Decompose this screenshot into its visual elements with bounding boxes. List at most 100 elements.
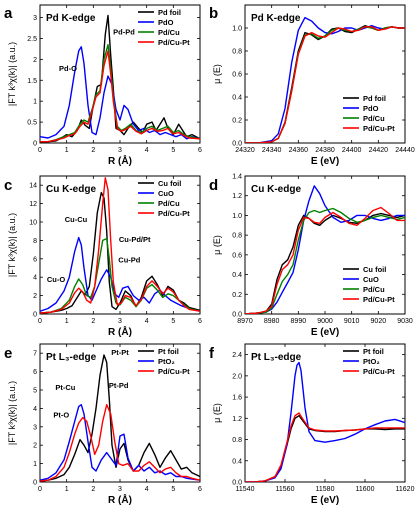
y-tick-label: 1	[33, 461, 37, 468]
x-tick-label: 8980	[264, 318, 280, 325]
legend-label: Pd/Cu-Pt	[363, 367, 395, 376]
y-tick-label: 4	[33, 406, 37, 413]
x-tick-label: 3	[118, 318, 122, 325]
x-tick-label: 8990	[291, 318, 307, 325]
series-line-pdo	[40, 46, 200, 140]
series-line-cuo	[245, 185, 405, 314]
y-tick-label: 1.5	[27, 78, 37, 85]
x-tick-label: 4	[145, 318, 149, 325]
x-tick-label: 24440	[395, 147, 415, 154]
series-group	[40, 177, 200, 314]
legend-label: Cu foil	[363, 265, 386, 274]
annotation-label: Cu-Pd	[118, 255, 140, 264]
y-tick-label: 8	[33, 238, 37, 245]
series-group	[245, 185, 405, 314]
y-tick-label: 2	[33, 57, 37, 64]
y-axis-label: |FT k³χ(k)| (a.u.)	[7, 213, 17, 277]
y-tick-label: 0.0	[232, 141, 242, 148]
panel-d: 8970 8980 8990 9000 9010 9020 9030 0.0 0.2 0.4 0.6…	[209, 174, 413, 339]
y-tick-label: 6	[33, 256, 37, 263]
series-group	[40, 354, 200, 482]
y-tick-label: 2.4	[232, 352, 242, 359]
series-line-pd-cu	[245, 207, 405, 314]
x-tick-label: 24420	[369, 147, 389, 154]
y-tick-label: 1.0	[232, 26, 242, 33]
panel-title: Pd K-edge	[251, 13, 301, 24]
legend-label: Pd/Cu-Pt	[158, 38, 190, 47]
legend-label: Pd/Cu	[363, 285, 385, 294]
panel-letter: a	[4, 5, 13, 22]
x-tick-label: 9020	[371, 318, 387, 325]
x-tick-label: 6	[198, 147, 202, 154]
y-tick-label: 3	[33, 15, 37, 22]
x-tick-label: 11560	[276, 486, 295, 493]
series-line-cuo	[40, 236, 200, 312]
annotation-label: Pt-O	[53, 411, 69, 420]
series-line-pd-cu-pt	[40, 404, 200, 482]
x-tick-label: 11620	[396, 486, 415, 493]
y-tick-label: 0.0	[232, 480, 242, 487]
x-tick-label: 5	[171, 147, 175, 154]
series-line-pd-cu-pt	[245, 412, 405, 482]
legend-label: Pd/Cu-Pt	[363, 124, 395, 133]
x-tick-label: 4	[145, 147, 149, 154]
y-axis-label: μ (E)	[212, 64, 222, 84]
y-tick-label: 0	[33, 480, 37, 487]
legend-label: PdO	[158, 18, 174, 27]
x-tick-label: 5	[171, 318, 175, 325]
legend-label: Pd/Cu	[158, 28, 180, 37]
y-tick-label: 1.4	[232, 174, 242, 181]
annotation-label: Pt-Pt	[111, 348, 129, 357]
legend-label: Pd/Cu-Pt	[158, 209, 190, 218]
series-group	[245, 361, 405, 482]
series-line-pd-cu	[40, 237, 200, 314]
y-tick-label: 7	[33, 351, 37, 358]
y-tick-label: 0.5	[27, 120, 37, 127]
y-tick-label: 1.0	[232, 213, 242, 220]
annotation-label: Cu-Pd/Pt	[119, 235, 151, 244]
x-tick-label: 2	[91, 147, 95, 154]
y-tick-label: 10	[29, 220, 37, 227]
x-tick-label: 24380	[315, 147, 335, 154]
x-tick-label: 6	[198, 318, 202, 325]
x-tick-label: 11600	[356, 486, 375, 493]
y-tick-label: 0.0	[232, 312, 242, 319]
y-tick-label: 0.4	[232, 458, 242, 465]
y-tick-label: 0.2	[232, 118, 242, 125]
y-tick-label: 1.2	[232, 193, 242, 200]
legend-label: Pd foil	[158, 8, 181, 17]
panel-a: 0 1 2 3 4 5 600.511.522.53R (Å)|FT k³χ(k)| (a.…	[4, 4, 202, 167]
y-tick-label: 4	[33, 275, 37, 282]
y-tick-label: 3	[33, 424, 37, 431]
x-tick-label: 24360	[289, 147, 309, 154]
legend-label: PtO₂	[158, 357, 175, 366]
x-tick-label: 24340	[262, 147, 282, 154]
x-tick-label: 6	[198, 486, 202, 493]
x-tick-label: 9030	[397, 318, 413, 325]
series-line-pd-cu-pt	[245, 206, 405, 314]
series-line-pdo	[245, 16, 405, 143]
y-tick-label: 0	[33, 312, 37, 319]
y-axis-label: μ (E)	[212, 235, 222, 255]
panel-letter: f	[209, 345, 215, 362]
panel-title: Pd K-edge	[46, 13, 96, 24]
x-tick-label: 2	[91, 318, 95, 325]
legend-label: Pt foil	[158, 347, 179, 356]
plot-frame	[39, 4, 201, 144]
y-tick-label: 0.8	[232, 49, 242, 56]
series-line-pd-cu-pt	[40, 177, 200, 314]
series-line-cu-foil	[40, 191, 200, 314]
legend-label: Pd/Cu-Pt	[158, 367, 190, 376]
annotation-label: Pd-Pd	[113, 27, 135, 36]
x-tick-label: 5	[171, 486, 175, 493]
x-tick-label: 1	[65, 318, 69, 325]
legend-label: Pd/Cu-Pt	[363, 295, 395, 304]
panel-letter: b	[209, 5, 218, 22]
panel-title: Cu K-edge	[251, 184, 301, 195]
panel-e: 0 1 2 3 4 5 6 0 1 2 3 4 5 6 7 R (Å) |FT k³χ(k)| (a.u.) e P…	[4, 343, 202, 506]
x-tick-label: 0	[38, 486, 42, 493]
x-tick-label: 9000	[317, 318, 333, 325]
